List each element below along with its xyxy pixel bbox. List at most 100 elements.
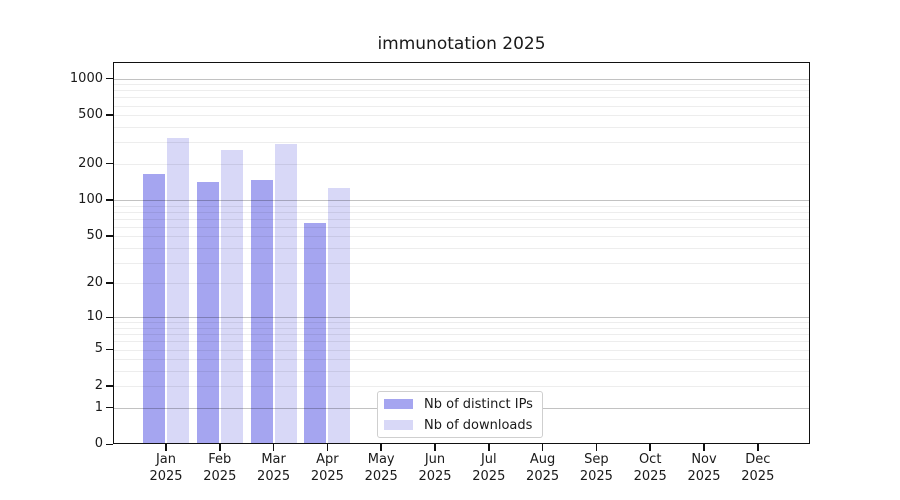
chart-title: immunotation 2025 — [377, 34, 546, 54]
bar-distinct-ips — [143, 173, 165, 445]
legend-label-distinct-ips: Nb of distinct IPs — [424, 396, 533, 412]
x-tick-label: Jan 2025 — [126, 452, 206, 485]
minor-gridline — [113, 334, 810, 336]
bar-downloads — [328, 188, 351, 445]
x-tick-year: 2025 — [149, 468, 183, 484]
bar-downloads — [220, 149, 243, 445]
x-tick-month: Nov — [691, 452, 717, 467]
minor-gridline — [113, 328, 810, 329]
x-tick-mark — [380, 444, 382, 452]
y-tick-label: 100 — [78, 192, 103, 207]
minor-gridline — [113, 127, 810, 128]
y-tick-mark — [106, 406, 113, 409]
y-tick-label: 2 — [94, 378, 103, 394]
minor-gridline — [113, 226, 810, 228]
minor-gridline — [113, 105, 810, 107]
x-tick-month: Jun — [424, 452, 446, 467]
y-tick-mark — [106, 77, 113, 80]
x-tick-month: Apr — [316, 452, 339, 467]
y-tick-label: 200 — [78, 155, 103, 171]
minor-gridline — [113, 142, 810, 144]
y-tick-mark — [106, 348, 113, 351]
x-tick-label: Oct 2025 — [610, 452, 690, 485]
minor-gridline — [113, 115, 810, 117]
y-tick-mark — [106, 235, 113, 237]
x-tick-mark — [326, 444, 329, 452]
major-gridline — [113, 78, 810, 80]
bar-distinct-ips — [196, 182, 219, 445]
y-tick-label: 1 — [94, 399, 103, 415]
y-tick-label: 50 — [86, 228, 103, 244]
minor-gridline — [113, 322, 810, 324]
x-tick-month: Sep — [584, 452, 609, 467]
x-tick-label: Jun 2025 — [395, 452, 475, 485]
minor-gridline — [113, 386, 810, 388]
x-tick-year: 2025 — [472, 468, 506, 484]
y-tick-label: 5 — [94, 341, 103, 357]
x-tick-year: 2025 — [687, 468, 721, 484]
minor-gridline — [113, 90, 810, 92]
minor-gridline — [113, 236, 810, 238]
x-tick-month: Dec — [745, 452, 771, 467]
y-tick-mark — [106, 282, 113, 284]
y-tick-mark — [106, 114, 113, 116]
y-tick-mark — [106, 316, 113, 319]
x-tick-month: Jul — [480, 452, 497, 467]
legend-item-downloads: Nb of downloads — [384, 416, 542, 434]
x-tick-month: Mar — [261, 452, 286, 467]
x-tick-year: 2025 — [203, 468, 237, 484]
x-tick-month: Jan — [155, 452, 177, 467]
x-tick-year: 2025 — [418, 468, 452, 484]
x-tick-year: 2025 — [526, 468, 560, 484]
x-tick-year: 2025 — [364, 468, 398, 484]
y-tick-label: 1000 — [69, 70, 103, 86]
y-tick-label: 20 — [86, 275, 103, 291]
x-tick-year: 2025 — [579, 468, 613, 484]
minor-gridline — [113, 341, 810, 343]
minor-gridline — [113, 349, 810, 351]
y-tick-label: 500 — [78, 107, 103, 123]
bar-downloads — [167, 137, 189, 445]
x-tick-month: May — [367, 452, 395, 467]
y-tick-mark — [106, 162, 113, 165]
x-tick-mark — [434, 444, 436, 452]
legend-item-distinct-ips: Nb of distinct IPs — [384, 395, 542, 413]
x-tick-label: Jul 2025 — [449, 452, 529, 485]
minor-gridline — [113, 370, 810, 372]
x-tick-mark — [219, 444, 221, 452]
minor-gridline — [113, 218, 810, 220]
major-gridline — [113, 200, 810, 201]
x-tick-label: Mar 2025 — [234, 452, 314, 485]
x-tick-label: Nov 2025 — [664, 452, 744, 485]
x-tick-mark — [703, 444, 705, 452]
downloads-swatch — [384, 420, 413, 430]
minor-gridline — [113, 97, 810, 99]
x-tick-label: Apr 2025 — [287, 452, 367, 485]
bar-downloads — [274, 143, 297, 445]
x-tick-mark — [272, 444, 275, 452]
x-tick-year: 2025 — [633, 468, 667, 484]
x-tick-label: Sep 2025 — [556, 452, 636, 485]
legend-box: Nb of distinct IPs Nb of downloads — [377, 391, 543, 438]
minor-gridline — [113, 205, 810, 207]
x-tick-year: 2025 — [257, 468, 291, 484]
x-tick-label: Feb 2025 — [180, 452, 260, 485]
bar-distinct-ips — [250, 180, 273, 445]
minor-gridline — [113, 262, 810, 264]
x-tick-mark — [649, 444, 651, 452]
minor-gridline — [113, 211, 810, 213]
y-tick-label: 10 — [86, 309, 103, 325]
x-tick-year: 2025 — [310, 468, 344, 484]
x-tick-mark — [595, 444, 598, 452]
x-tick-mark — [757, 444, 759, 452]
minor-gridline — [113, 283, 810, 285]
x-tick-year: 2025 — [741, 468, 775, 484]
x-tick-label: Aug 2025 — [503, 452, 583, 485]
x-tick-month: Feb — [208, 452, 232, 467]
legend-label-downloads: Nb of downloads — [424, 417, 533, 433]
y-tick-mark — [106, 443, 113, 446]
x-tick-mark — [488, 444, 490, 452]
distinct-ips-swatch — [384, 399, 413, 409]
y-tick-mark — [106, 199, 113, 201]
bar-distinct-ips — [304, 222, 327, 445]
